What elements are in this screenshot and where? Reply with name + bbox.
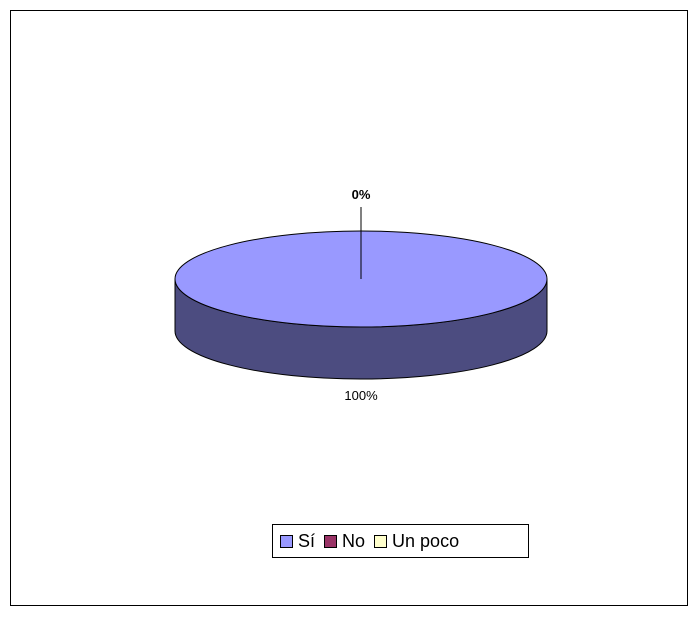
legend-label-si: Sí [298, 530, 316, 551]
legend-item-si: Sí [280, 531, 315, 552]
data-label-100pct: 100% [344, 388, 378, 403]
legend-swatch-si [280, 534, 293, 548]
legend-label-no: No [342, 530, 366, 551]
legend-swatch-un-poco [374, 534, 388, 548]
legend-label-un-poco: Un poco [392, 530, 460, 551]
legend-item-un-poco: Un poco [374, 531, 459, 552]
chart-legend: Sí No Un poco [272, 524, 529, 558]
chart-area: 0% 100% Sí No Un poco [10, 10, 688, 606]
legend-swatch-no [324, 534, 338, 548]
pie-chart: 0% 100% [174, 187, 548, 403]
legend-item-no: No [324, 531, 365, 552]
data-label-0pct: 0% [352, 187, 371, 202]
